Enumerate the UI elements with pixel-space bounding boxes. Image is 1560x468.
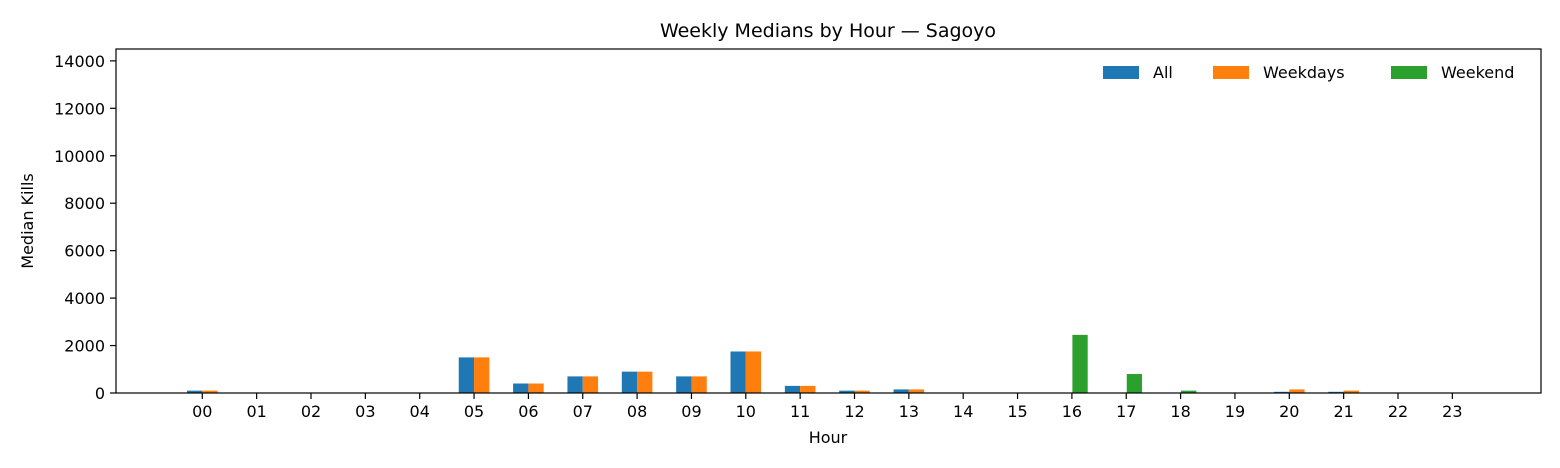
x-tick-label: 09 [681,402,701,421]
x-tick-label: 03 [355,402,375,421]
bar-weekend-17 [1126,374,1143,393]
bar-weekdays-05 [474,357,490,393]
x-tick-label: 08 [627,402,647,421]
bar-all-05 [458,357,475,393]
x-tick-label: 14 [953,402,973,421]
bar-all-09 [676,376,692,393]
x-tick-label: 04 [410,402,430,421]
bar-weekdays-20 [1289,389,1305,393]
y-tick-label: 4000 [64,289,105,308]
bar-weekdays-12 [854,390,870,393]
bar-all-11 [784,385,801,393]
legend-swatch [1213,66,1249,79]
x-tick-label: 16 [1062,402,1082,421]
bar-weekdays-08 [637,371,653,393]
chart-title: Weekly Medians by Hour — Sagoyo [660,20,996,42]
y-tick-label: 2000 [64,337,105,356]
legend-swatch [1103,66,1139,79]
bar-weekend-18 [1181,390,1197,393]
x-tick-label: 01 [246,402,266,421]
legend-swatch [1391,66,1427,79]
y-axis: 0 2000 4000 6000 8000 10000 12000 14000 [54,52,116,403]
x-tick-label: 06 [518,402,538,421]
bars-group [187,334,1359,393]
y-tick-label: 6000 [64,242,105,261]
bar-weekdays-07 [582,376,599,393]
x-tick-label: 15 [1007,402,1027,421]
bar-weekdays-11 [800,385,816,393]
legend-label: Weekdays [1263,63,1345,82]
y-tick-label: 10000 [54,147,105,166]
plot-frame [115,48,1542,394]
bar-all-00 [187,390,203,393]
bar-all-07 [567,376,583,393]
x-tick-label: 05 [464,402,484,421]
x-axis: 00 01 02 03 04 05 06 07 08 09 10 11 12 13 14 15 16 17 18 19… [192,393,1463,421]
bar-weekdays-06 [528,383,544,393]
legend: All Weekdays Weekend [1103,63,1514,82]
x-tick-label: 20 [1279,402,1299,421]
bar-weekdays-09 [691,376,707,393]
bar-weekdays-00 [202,390,218,393]
bar-all-08 [621,371,638,393]
x-tick-label: 07 [573,402,593,421]
x-tick-label: 12 [844,402,864,421]
bar-all-13 [893,389,909,393]
bar-all-12 [839,390,855,393]
bar-weekend-16 [1072,334,1088,393]
x-tick-label: 13 [899,402,919,421]
x-tick-label: 17 [1116,402,1136,421]
x-tick-label: 18 [1170,402,1190,421]
legend-item-all: All [1103,63,1173,82]
x-axis-label: Hour [809,428,848,447]
bar-all-10 [730,351,746,393]
bar-weekdays-10 [745,351,762,393]
y-tick-label: 12000 [54,99,105,118]
x-tick-label: 10 [736,402,756,421]
x-tick-label: 11 [790,402,810,421]
x-tick-label: 22 [1388,402,1408,421]
bar-weekdays-13 [908,389,925,393]
legend-label: All [1153,63,1173,82]
x-tick-label: 19 [1225,402,1245,421]
x-tick-label: 00 [192,402,212,421]
y-tick-label: 0 [95,384,105,403]
bar-weekdays-21 [1343,390,1359,393]
x-tick-label: 02 [301,402,321,421]
x-tick-label: 23 [1442,402,1462,421]
bar-all-06 [513,383,529,393]
legend-label: Weekend [1441,63,1514,82]
y-axis-label: Median Kills [18,173,37,268]
legend-item-weekdays: Weekdays [1213,63,1345,82]
y-tick-label: 14000 [54,52,105,71]
legend-item-weekend: Weekend [1391,63,1514,82]
x-tick-label: 21 [1333,402,1353,421]
y-tick-label: 8000 [64,194,105,213]
